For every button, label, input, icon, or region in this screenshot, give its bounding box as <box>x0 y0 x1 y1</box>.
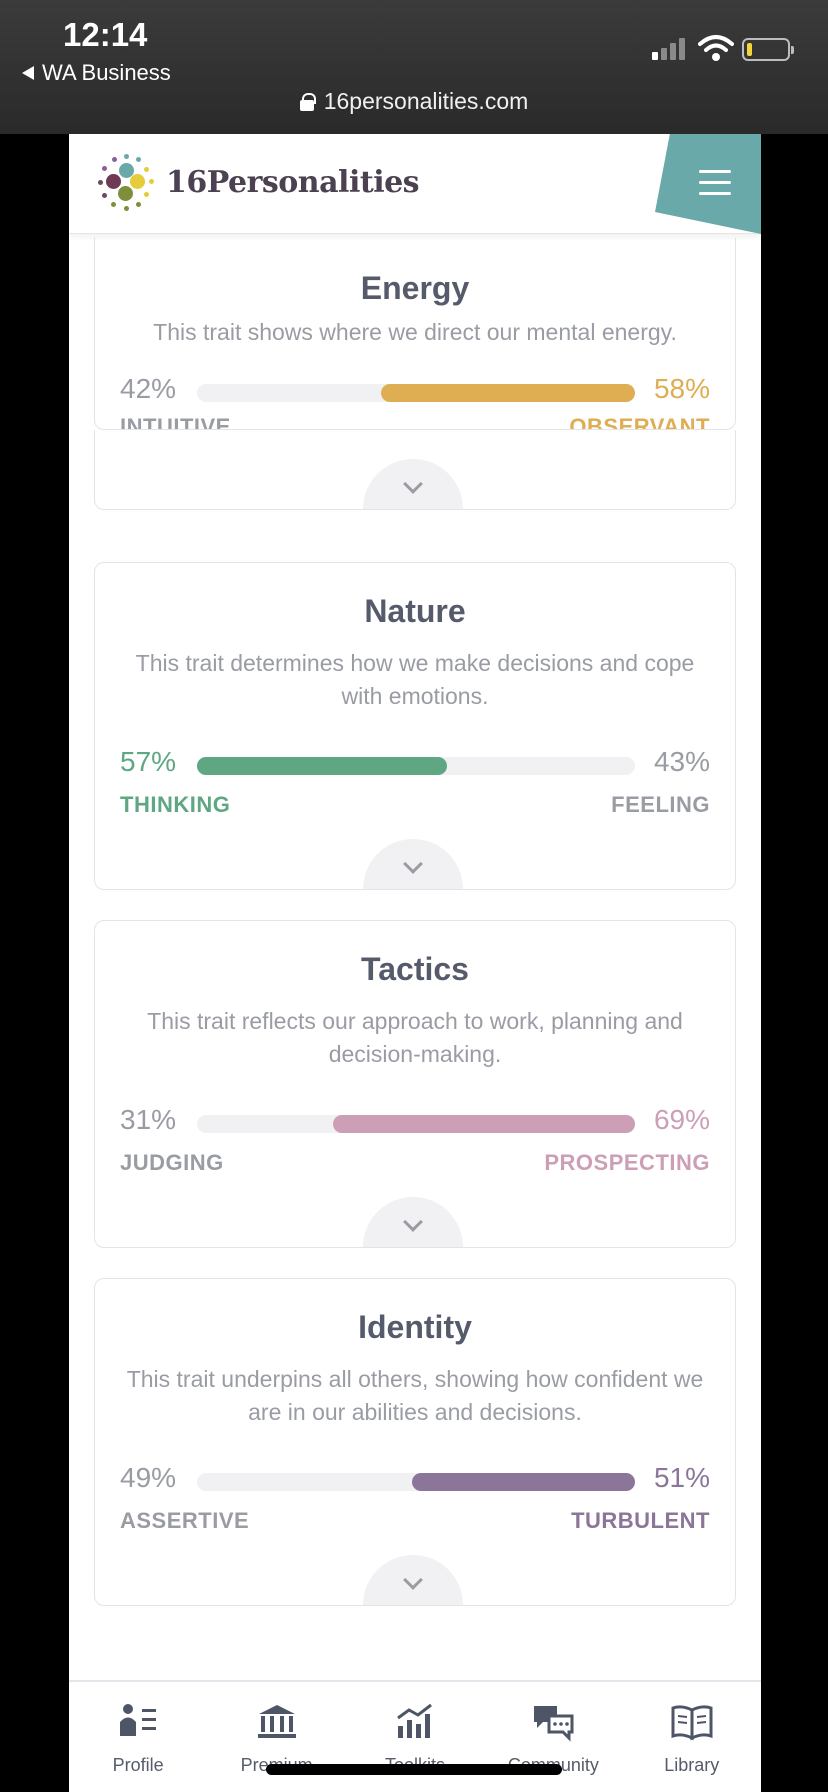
expand-chevron-icon[interactable] <box>363 1555 463 1605</box>
trait-card-energy-footer <box>94 430 736 510</box>
bottom-nav: Profile Premium Toolkits <box>69 1680 761 1792</box>
back-to-app-button[interactable]: WA Business <box>22 60 171 86</box>
back-arrow-icon <box>22 66 34 80</box>
trait-left-percent: 42% <box>120 373 177 404</box>
site-header: 16Personalities <box>69 134 761 234</box>
wifi-icon <box>698 35 734 61</box>
expand-chevron-icon[interactable] <box>363 839 463 889</box>
trait-right-percent: 69% <box>653 1104 710 1135</box>
site-logo[interactable]: 16Personalities <box>96 152 420 212</box>
trait-bar <box>197 757 635 775</box>
nav-library[interactable]: Library <box>623 1682 761 1792</box>
trait-right-percent: 51% <box>653 1462 710 1493</box>
trait-left-percent: 57% <box>120 746 177 777</box>
trait-card-nature: Nature This trait determines how we make… <box>94 562 736 890</box>
community-icon <box>534 1706 574 1742</box>
trait-title: Energy <box>360 270 470 306</box>
hamburger-icon <box>699 170 731 173</box>
trait-left-label: THINKING <box>120 792 231 817</box>
nav-label: Library <box>664 1755 720 1775</box>
trait-right-percent: 43% <box>653 746 710 777</box>
trait-bar-fill <box>197 757 447 775</box>
nav-toolkits[interactable]: Toolkits <box>346 1682 484 1792</box>
trait-right-label: PROSPECTING <box>544 1150 710 1175</box>
lock-icon <box>299 92 316 111</box>
trait-title: Identity <box>358 1309 472 1345</box>
library-icon <box>671 1705 713 1741</box>
logo-dots-icon <box>96 152 156 212</box>
url-bar[interactable]: 16personalities.com <box>0 88 828 115</box>
trait-description: This trait determines how we make decisi… <box>135 650 695 709</box>
profile-icon <box>120 1704 157 1736</box>
trait-title: Nature <box>364 593 466 629</box>
nav-community[interactable]: Community <box>484 1682 622 1792</box>
expand-chevron-icon[interactable] <box>363 459 463 509</box>
trait-left-percent: 31% <box>120 1104 177 1135</box>
brand-name: 16Personalities <box>166 164 420 200</box>
trait-description: This trait reflects our approach to work… <box>147 1008 683 1067</box>
cellular-signal-icon <box>652 38 685 60</box>
trait-bar-fill <box>411 1473 635 1491</box>
trait-card-energy: Energy This trait shows where we direct … <box>94 238 736 430</box>
trait-bar-fill <box>332 1115 635 1133</box>
url-text: 16personalities.com <box>323 88 529 114</box>
trait-left-label: JUDGING <box>120 1150 224 1175</box>
trait-title: Tactics <box>361 951 469 987</box>
status-bar: 12:14 WA Business 16personalities.com <box>0 0 828 134</box>
premium-icon <box>257 1705 296 1738</box>
expand-chevron-icon[interactable] <box>363 1197 463 1247</box>
toolkits-icon <box>397 1703 432 1738</box>
trait-bar-fill <box>380 384 635 402</box>
trait-bar <box>197 1473 635 1491</box>
trait-description: This trait shows where we direct our men… <box>153 319 677 345</box>
trait-right-percent: 58% <box>653 373 710 404</box>
trait-left-label: ASSERTIVE <box>120 1508 250 1533</box>
nav-label: Profile <box>112 1755 164 1775</box>
trait-description: This trait underpins all others, showing… <box>126 1366 704 1425</box>
nav-premium[interactable]: Premium <box>208 1682 346 1792</box>
menu-button[interactable] <box>655 134 761 234</box>
battery-icon <box>742 38 794 61</box>
nav-profile[interactable]: Profile <box>69 1682 207 1792</box>
home-indicator[interactable] <box>266 1764 562 1775</box>
trait-bar <box>197 384 635 402</box>
trait-bar <box>197 1115 635 1133</box>
trait-left-label: INTUITIVE <box>120 414 231 430</box>
trait-right-label: FEELING <box>611 792 710 817</box>
trait-right-label: OBSERVANT <box>569 414 710 430</box>
back-app-label: WA Business <box>42 60 171 85</box>
clock: 12:14 <box>63 16 148 53</box>
trait-card-identity: Identity This trait underpins all others… <box>94 1278 736 1606</box>
trait-left-percent: 49% <box>120 1462 177 1493</box>
trait-right-label: TURBULENT <box>571 1508 710 1533</box>
web-page: 16Personalities Energy This trait shows … <box>69 134 761 1792</box>
trait-card-tactics: Tactics This trait reflects our approach… <box>94 920 736 1248</box>
